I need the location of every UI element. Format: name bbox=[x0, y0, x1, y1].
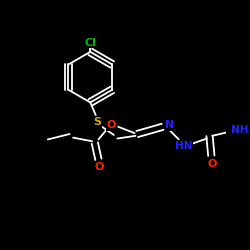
Text: NH₂: NH₂ bbox=[231, 124, 250, 134]
Text: O: O bbox=[106, 120, 116, 130]
Text: Cl: Cl bbox=[84, 38, 96, 48]
Text: O: O bbox=[95, 162, 104, 172]
Text: S: S bbox=[94, 117, 102, 127]
Text: HN: HN bbox=[176, 141, 193, 151]
Text: N: N bbox=[165, 120, 174, 130]
Text: O: O bbox=[208, 159, 217, 169]
